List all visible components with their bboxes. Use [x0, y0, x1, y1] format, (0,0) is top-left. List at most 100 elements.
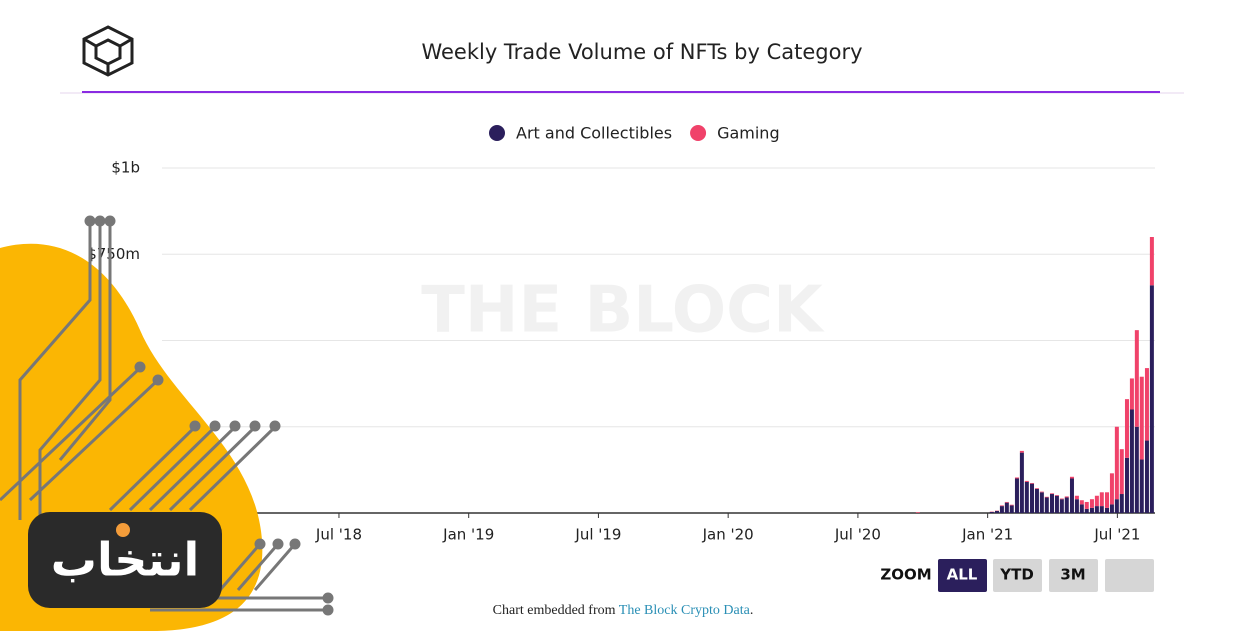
bar [1094, 506, 1099, 513]
bar [1009, 504, 1014, 506]
bar [1084, 508, 1089, 513]
bar [999, 505, 1004, 507]
bar [1139, 459, 1144, 513]
bar [1109, 473, 1114, 505]
x-tick-label: Jan '20 [702, 526, 754, 544]
bar [1129, 378, 1134, 410]
bar [1039, 492, 1044, 513]
bar [1144, 440, 1149, 513]
bar [1134, 330, 1139, 427]
bar [1030, 483, 1035, 513]
x-tick-label: Jul '21 [1093, 526, 1140, 544]
bar [1054, 495, 1059, 513]
x-tick-label: Jul '20 [834, 526, 881, 544]
bar [1014, 478, 1019, 513]
overlay-coin [116, 523, 130, 537]
footer-text: . [749, 603, 754, 618]
zoom-button[interactable] [938, 559, 987, 592]
bar [1049, 494, 1054, 513]
chart: Weekly Trade Volume of NFTs by Category … [60, 25, 1184, 592]
zoom-button[interactable] [1105, 559, 1154, 592]
zoom-button-label[interactable]: ALL [947, 566, 978, 584]
bar [1119, 449, 1124, 495]
zoom-label: ZOOM [880, 566, 931, 584]
bar [1129, 409, 1134, 513]
bar [1024, 480, 1029, 482]
zoom-button-label[interactable]: 3M [1060, 566, 1085, 584]
x-tick-label: Jan '19 [442, 526, 494, 544]
bar [1004, 502, 1009, 513]
zoom-button[interactable] [1049, 559, 1098, 592]
watermark: THE BLOCK [421, 274, 825, 348]
bar [1064, 496, 1069, 498]
bar [1089, 499, 1094, 508]
bar [1044, 496, 1049, 498]
bar [1014, 477, 1019, 479]
x-tick-label: Jan '21 [961, 526, 1013, 544]
footer-link[interactable]: The Block Crypto Data [618, 603, 750, 618]
chart-title: Weekly Trade Volume of NFTs by Category [421, 40, 862, 64]
x-tick-label: Jul '18 [315, 526, 362, 544]
footer: Chart embedded from The Block Crypto Dat… [0, 603, 1246, 619]
bar [999, 506, 1004, 513]
bar [1099, 506, 1104, 513]
bar [1124, 399, 1129, 458]
bar [1149, 237, 1154, 286]
overlay-badge [28, 512, 222, 608]
bar [1059, 498, 1064, 500]
bar [1104, 507, 1109, 513]
bar [1059, 499, 1064, 513]
legend-label: Art and Collectibles [516, 124, 672, 143]
overlay-circuit [0, 215, 334, 616]
bar [1114, 426, 1119, 500]
bar [1149, 285, 1154, 513]
bar [1034, 488, 1039, 489]
bar [1069, 478, 1074, 513]
bar [1134, 426, 1139, 513]
bar [1034, 488, 1039, 513]
logo [82, 25, 134, 77]
bar [1124, 457, 1129, 513]
bar [915, 512, 920, 513]
bar [994, 510, 999, 513]
bar [1139, 376, 1144, 460]
bar [1019, 452, 1024, 513]
bar [1119, 494, 1124, 513]
bar [1004, 501, 1009, 503]
bar [1054, 495, 1059, 496]
y-tick-label: $1b [111, 159, 140, 177]
bar [1074, 495, 1079, 500]
zoom-bar: ZOOM ALL YTD 3M [880, 559, 1154, 592]
bar [1089, 507, 1094, 513]
x-tick-label: Jul '19 [574, 526, 621, 544]
bar [1079, 500, 1084, 505]
bar [1069, 476, 1074, 479]
bar [1094, 495, 1099, 507]
zoom-button-label[interactable]: YTD [999, 566, 1034, 584]
bar [1109, 504, 1114, 513]
footer-text: Chart embedded from [492, 603, 616, 618]
bar [1079, 504, 1084, 513]
bar [1114, 499, 1119, 513]
bar [1144, 368, 1149, 441]
bar [989, 511, 994, 513]
bar [1099, 492, 1104, 507]
bar [1064, 497, 1069, 513]
legend-label: Gaming [717, 124, 780, 143]
bar [1039, 491, 1044, 493]
bar [1024, 481, 1029, 513]
bar [1049, 493, 1054, 495]
overlay-text: انتخاب [51, 533, 199, 587]
bar [1074, 499, 1079, 513]
bar [1084, 501, 1089, 509]
legend-marker [690, 125, 707, 141]
overlay: انتخاب [0, 215, 334, 631]
bar [1044, 497, 1049, 513]
bar [1009, 505, 1014, 513]
legend-marker [489, 125, 505, 141]
bar [1104, 492, 1109, 508]
bar [1019, 450, 1024, 453]
bar [1030, 482, 1035, 484]
zoom-button[interactable] [993, 559, 1042, 592]
